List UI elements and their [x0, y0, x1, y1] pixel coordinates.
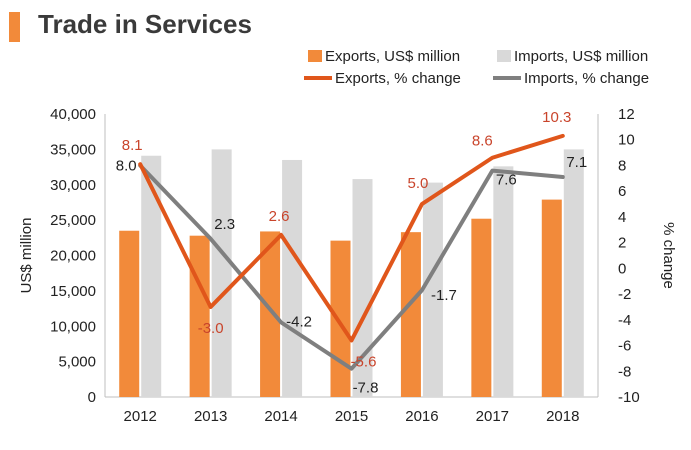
y2-tick-label: -4 [618, 312, 631, 329]
imports-change-label: -1.7 [431, 287, 457, 304]
imports-change-label: 8.0 [116, 157, 137, 174]
y-tick-label: 20,000 [50, 248, 96, 265]
imports-change-label: 7.1 [566, 154, 587, 171]
legend-label: Exports, US$ million [325, 48, 460, 65]
x-tick-label: 2016 [405, 408, 438, 425]
exports-bar [260, 231, 281, 397]
x-tick-label: 2017 [476, 408, 509, 425]
imports-change-label: 2.3 [214, 216, 235, 233]
imports-change-label: -4.2 [286, 313, 312, 330]
y2-tick-label: 4 [618, 209, 626, 226]
exports-change-line [138, 133, 565, 343]
x-tick-label: 2015 [335, 408, 368, 425]
exports-change-label: -5.6 [351, 353, 377, 370]
y-axis-title: US$ million [18, 218, 35, 294]
y2-tick-label: 8 [618, 157, 626, 174]
y-tick-label: 35,000 [50, 141, 96, 158]
chart-title: Trade in Services [38, 9, 252, 39]
exports-bar [471, 218, 492, 397]
y2-tick-label: 10 [618, 132, 635, 149]
y2-tick-label: -10 [618, 389, 640, 406]
y-tick-label: 15,000 [50, 283, 96, 300]
title-accent-bar [9, 12, 20, 42]
x-tick-label: 2012 [124, 408, 157, 425]
y-tick-label: 10,000 [50, 318, 96, 335]
y2-tick-label: 6 [618, 183, 626, 200]
imports-bar [211, 149, 232, 397]
exports-change-label: 8.1 [122, 137, 143, 154]
y-tick-label: 0 [88, 389, 96, 406]
exports-change-label: -3.0 [198, 320, 224, 337]
imports-bar [493, 166, 514, 397]
imports-bar [141, 155, 162, 397]
y-tick-label: 25,000 [50, 212, 96, 229]
imports-bar [282, 159, 303, 397]
exports-bar [119, 230, 140, 397]
x-tick-label: 2014 [264, 408, 297, 425]
y2-tick-label: 0 [618, 260, 626, 277]
y2-tick-label: 12 [618, 106, 635, 123]
imports-bar [352, 179, 373, 397]
exports-change-label: 5.0 [407, 175, 428, 192]
y-tick-label: 5,000 [58, 354, 96, 371]
exports-change-label: 8.6 [472, 133, 493, 150]
y-tick-label: 30,000 [50, 177, 96, 194]
x-tick-label: 2018 [546, 408, 579, 425]
exports-bar [330, 240, 351, 397]
legend-label: Exports, % change [335, 70, 461, 87]
imports-change-label: -7.8 [353, 380, 379, 397]
imports-change-line [138, 163, 565, 371]
imports-change-label: 7.6 [496, 172, 517, 189]
y2-tick-label: -6 [618, 338, 631, 355]
legend-label: Imports, % change [524, 70, 649, 87]
y2-tick-label: -8 [618, 363, 631, 380]
y2-axis-title: % change [660, 222, 677, 289]
legend-swatch [308, 50, 322, 62]
legend-label: Imports, US$ million [514, 48, 648, 65]
exports-change-label: 2.6 [269, 208, 290, 225]
exports-bar [541, 199, 562, 397]
imports-bar [422, 182, 443, 397]
exports-change-label: 10.3 [542, 109, 571, 126]
x-tick-label: 2013 [194, 408, 227, 425]
exports-bar [189, 235, 210, 397]
imports-bar [563, 149, 584, 397]
exports-bar [400, 232, 421, 397]
y2-tick-label: 2 [618, 235, 626, 252]
y-tick-label: 40,000 [50, 106, 96, 123]
y2-tick-label: -2 [618, 286, 631, 303]
legend-swatch [497, 50, 511, 62]
